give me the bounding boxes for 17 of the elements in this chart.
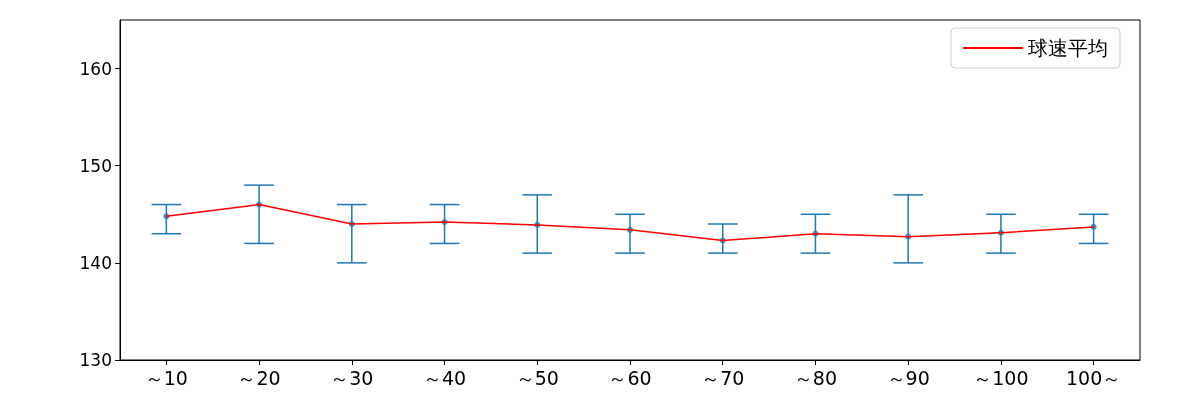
x-tick-label: ～90 xyxy=(886,366,930,389)
x-tick-label: 100～ xyxy=(1066,366,1122,389)
x-tick-label: ～100 xyxy=(973,366,1029,389)
x-tick-label: ～70 xyxy=(701,366,745,389)
x-tick-label: ～80 xyxy=(793,366,838,389)
line-series xyxy=(165,203,1095,242)
y-tick-label: 140 xyxy=(79,252,112,273)
y-tick-label: 130 xyxy=(79,350,112,370)
x-tick-label: ～10 xyxy=(144,366,188,389)
x-tick-label: ～40 xyxy=(422,366,467,389)
x-tick-label: ～30 xyxy=(330,366,374,389)
x-tick-label: ～50 xyxy=(515,366,559,389)
y-tick-label: 150 xyxy=(79,155,112,176)
x-tick-label: ～60 xyxy=(608,366,652,389)
legend-label: 球速平均 xyxy=(1028,36,1108,60)
y-tick-label: 160 xyxy=(79,58,112,79)
x-tick-label: ～20 xyxy=(237,366,281,389)
